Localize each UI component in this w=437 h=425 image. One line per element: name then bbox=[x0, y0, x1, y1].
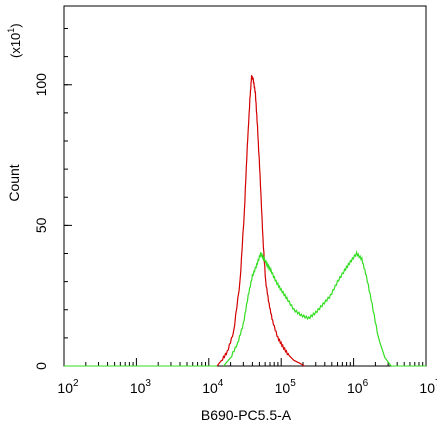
histogram-series-2 bbox=[223, 250, 392, 367]
x-tick-label: 104 bbox=[202, 378, 224, 396]
x-axis-label: B690-PC5.5-A bbox=[201, 407, 292, 423]
x-tick-base: 10 bbox=[275, 380, 291, 396]
x-tick-base: 10 bbox=[347, 380, 363, 396]
x-tick-exp: 2 bbox=[73, 378, 79, 389]
x-tick-base: 10 bbox=[130, 380, 146, 396]
x-tick-exp: 6 bbox=[363, 378, 369, 389]
x-tick-label: 106 bbox=[347, 378, 369, 396]
x-tick-label: 102 bbox=[57, 378, 79, 396]
y-multiplier-close: ) bbox=[8, 23, 23, 27]
axes-layer: 102103104105106107050100 bbox=[33, 5, 437, 396]
y-multiplier-label: (x101) bbox=[6, 23, 23, 58]
y-tick-label: 100 bbox=[33, 73, 49, 97]
plot-frame bbox=[63, 5, 427, 367]
y-tick-label: 0 bbox=[33, 362, 49, 370]
x-tick-label: 107 bbox=[419, 378, 437, 396]
y-multiplier-base: (x10 bbox=[8, 33, 23, 58]
x-tick-base: 10 bbox=[57, 380, 73, 396]
y-tick-label: 50 bbox=[33, 217, 49, 233]
y-multiplier-exp: 1 bbox=[6, 28, 16, 33]
series-layer bbox=[64, 75, 426, 367]
x-tick-exp: 3 bbox=[145, 378, 151, 389]
x-tick-exp: 5 bbox=[290, 378, 296, 389]
x-tick-label: 105 bbox=[275, 378, 297, 396]
x-tick-label: 103 bbox=[130, 378, 152, 396]
y-axis-label: Count bbox=[6, 164, 22, 201]
x-tick-exp: 4 bbox=[218, 378, 224, 389]
x-tick-base: 10 bbox=[419, 380, 435, 396]
x-tick-exp: 7 bbox=[435, 378, 437, 389]
x-tick-base: 10 bbox=[202, 380, 218, 396]
histogram-series-1 bbox=[216, 75, 305, 367]
